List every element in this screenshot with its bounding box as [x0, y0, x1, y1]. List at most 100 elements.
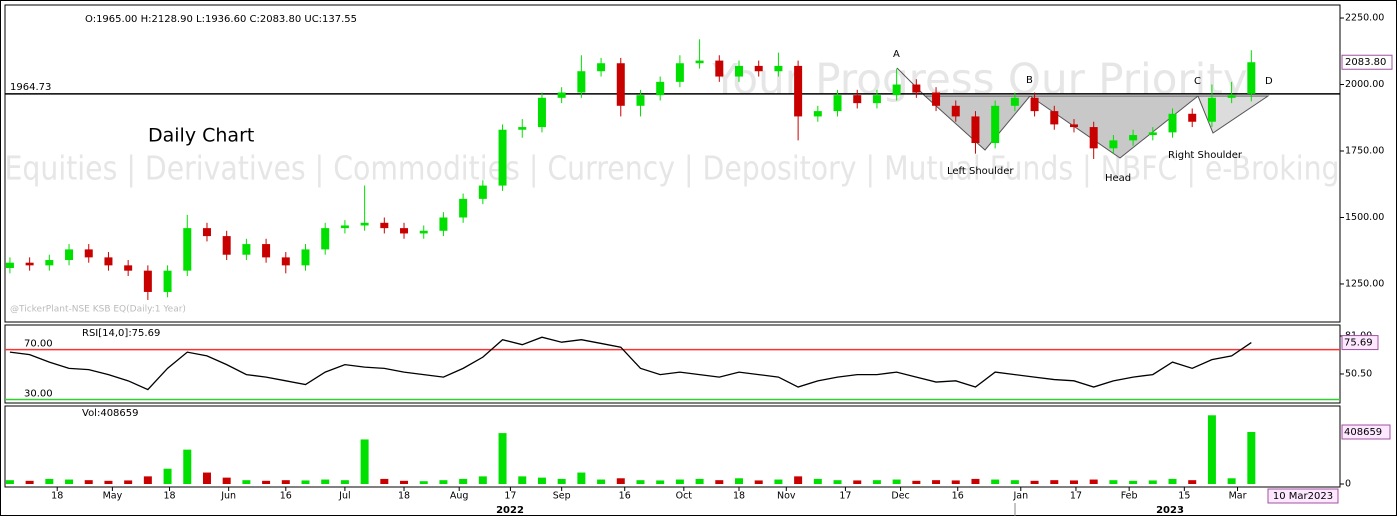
volume-bar [794, 476, 803, 484]
candle-body [400, 228, 409, 234]
y-tick-label: 0 [1345, 479, 1351, 490]
volume-bar [1069, 480, 1078, 484]
candle-body [813, 111, 822, 117]
volume-bar [1109, 480, 1118, 484]
volume-bar [400, 480, 409, 484]
x-tick-label: 15 [1178, 491, 1190, 502]
candle-body [242, 244, 251, 255]
candle-body [1148, 132, 1157, 136]
volume-bar [65, 479, 74, 484]
candle-body [853, 95, 862, 104]
rsi-level-label: 70.00 [24, 339, 53, 350]
candle-body [360, 222, 369, 226]
candle-body [833, 95, 842, 112]
x-tick-label: 18 [398, 491, 410, 502]
x-tick-label: Jan [1012, 491, 1028, 502]
volume-bar [636, 480, 645, 484]
volume-label: Vol:408659 [82, 408, 139, 419]
candle-body [1227, 95, 1236, 98]
volume-bar [695, 478, 704, 484]
volume-bar [84, 480, 93, 484]
y-tick-label: 50.50 [1345, 368, 1372, 379]
candle-body [991, 105, 1000, 144]
candle-body [577, 71, 586, 93]
candle-body [143, 270, 152, 292]
rsi-value-box [1341, 335, 1379, 351]
candle-body [202, 228, 211, 237]
candle-body [222, 236, 231, 255]
y-tick-label: 2250.00 [1345, 13, 1384, 24]
candle-body [754, 65, 763, 72]
last-price-label: 2083.80 [1345, 57, 1386, 68]
volume-bar [833, 480, 842, 484]
chart-title: Daily Chart [148, 125, 254, 147]
candle-body [675, 63, 684, 82]
volume-bar [1050, 480, 1059, 484]
x-tick-label: Feb [1121, 491, 1138, 502]
candle-body [301, 249, 310, 266]
candle-body [518, 127, 527, 130]
candle-body [912, 84, 921, 93]
y-tick-label: 1750.00 [1345, 146, 1384, 157]
candle-body [281, 257, 290, 266]
year-label: 2022 [496, 505, 524, 516]
volume-bar [1227, 478, 1236, 484]
candle-body [715, 60, 724, 77]
candle-body [971, 116, 980, 144]
candle-body [439, 217, 448, 231]
date-label: 10 Mar2023 [1273, 491, 1333, 502]
x-tick-label: Aug [450, 491, 469, 502]
candle-body [459, 198, 468, 218]
x-tick-label: Jul [338, 491, 350, 502]
x-tick-label: 17 [1070, 491, 1082, 502]
volume-bar [202, 472, 211, 484]
volume-bar [45, 478, 54, 484]
candle-body [419, 230, 428, 234]
volume-bar [912, 480, 921, 484]
volume-bar [991, 479, 1000, 484]
annotation: B [1026, 75, 1033, 86]
volume-bar [518, 476, 527, 484]
candle-body [478, 185, 487, 199]
volume-bar [5, 480, 14, 484]
volume-bar [340, 480, 349, 484]
x-tick-label: Sep [553, 491, 571, 502]
candle-body [163, 270, 172, 292]
volume-bar [104, 480, 113, 484]
candle-body [45, 260, 54, 266]
y-tick-label: 1250.00 [1345, 278, 1384, 289]
rsi-level-label: 30.00 [24, 389, 53, 400]
x-tick-label: Oct [676, 491, 693, 502]
y-tick-label: 2000.00 [1345, 79, 1384, 90]
volume-bar [971, 478, 980, 484]
candle-body [695, 60, 704, 64]
x-tick-label: 18 [163, 491, 175, 502]
candle-body [616, 63, 625, 106]
x-tick-label: 16 [952, 491, 964, 502]
candle-body [557, 92, 566, 98]
x-tick-label: May [103, 491, 123, 502]
volume-bar [715, 480, 724, 484]
volume-bar [183, 449, 192, 484]
volume-bar [754, 480, 763, 484]
annotation: A [893, 49, 900, 60]
volume-bar [616, 478, 625, 484]
x-tick-label: Mar [1229, 491, 1247, 502]
volume-bar [853, 480, 862, 484]
candle-body [932, 92, 941, 106]
volume-bar [380, 478, 389, 484]
volume-bar [478, 476, 487, 484]
rsi-label: RSI[14,0]:75.69 [82, 328, 160, 339]
volume-bar [1247, 432, 1256, 484]
volume-bar [1010, 480, 1019, 484]
volume-bar [892, 479, 901, 484]
volume-bar [1129, 480, 1138, 484]
rsi-panel [4, 324, 1341, 404]
candle-body [872, 95, 881, 104]
annotation: C [1194, 76, 1201, 87]
candle-body [104, 257, 113, 266]
volume-bar [1089, 479, 1098, 484]
candle-body [498, 129, 507, 186]
